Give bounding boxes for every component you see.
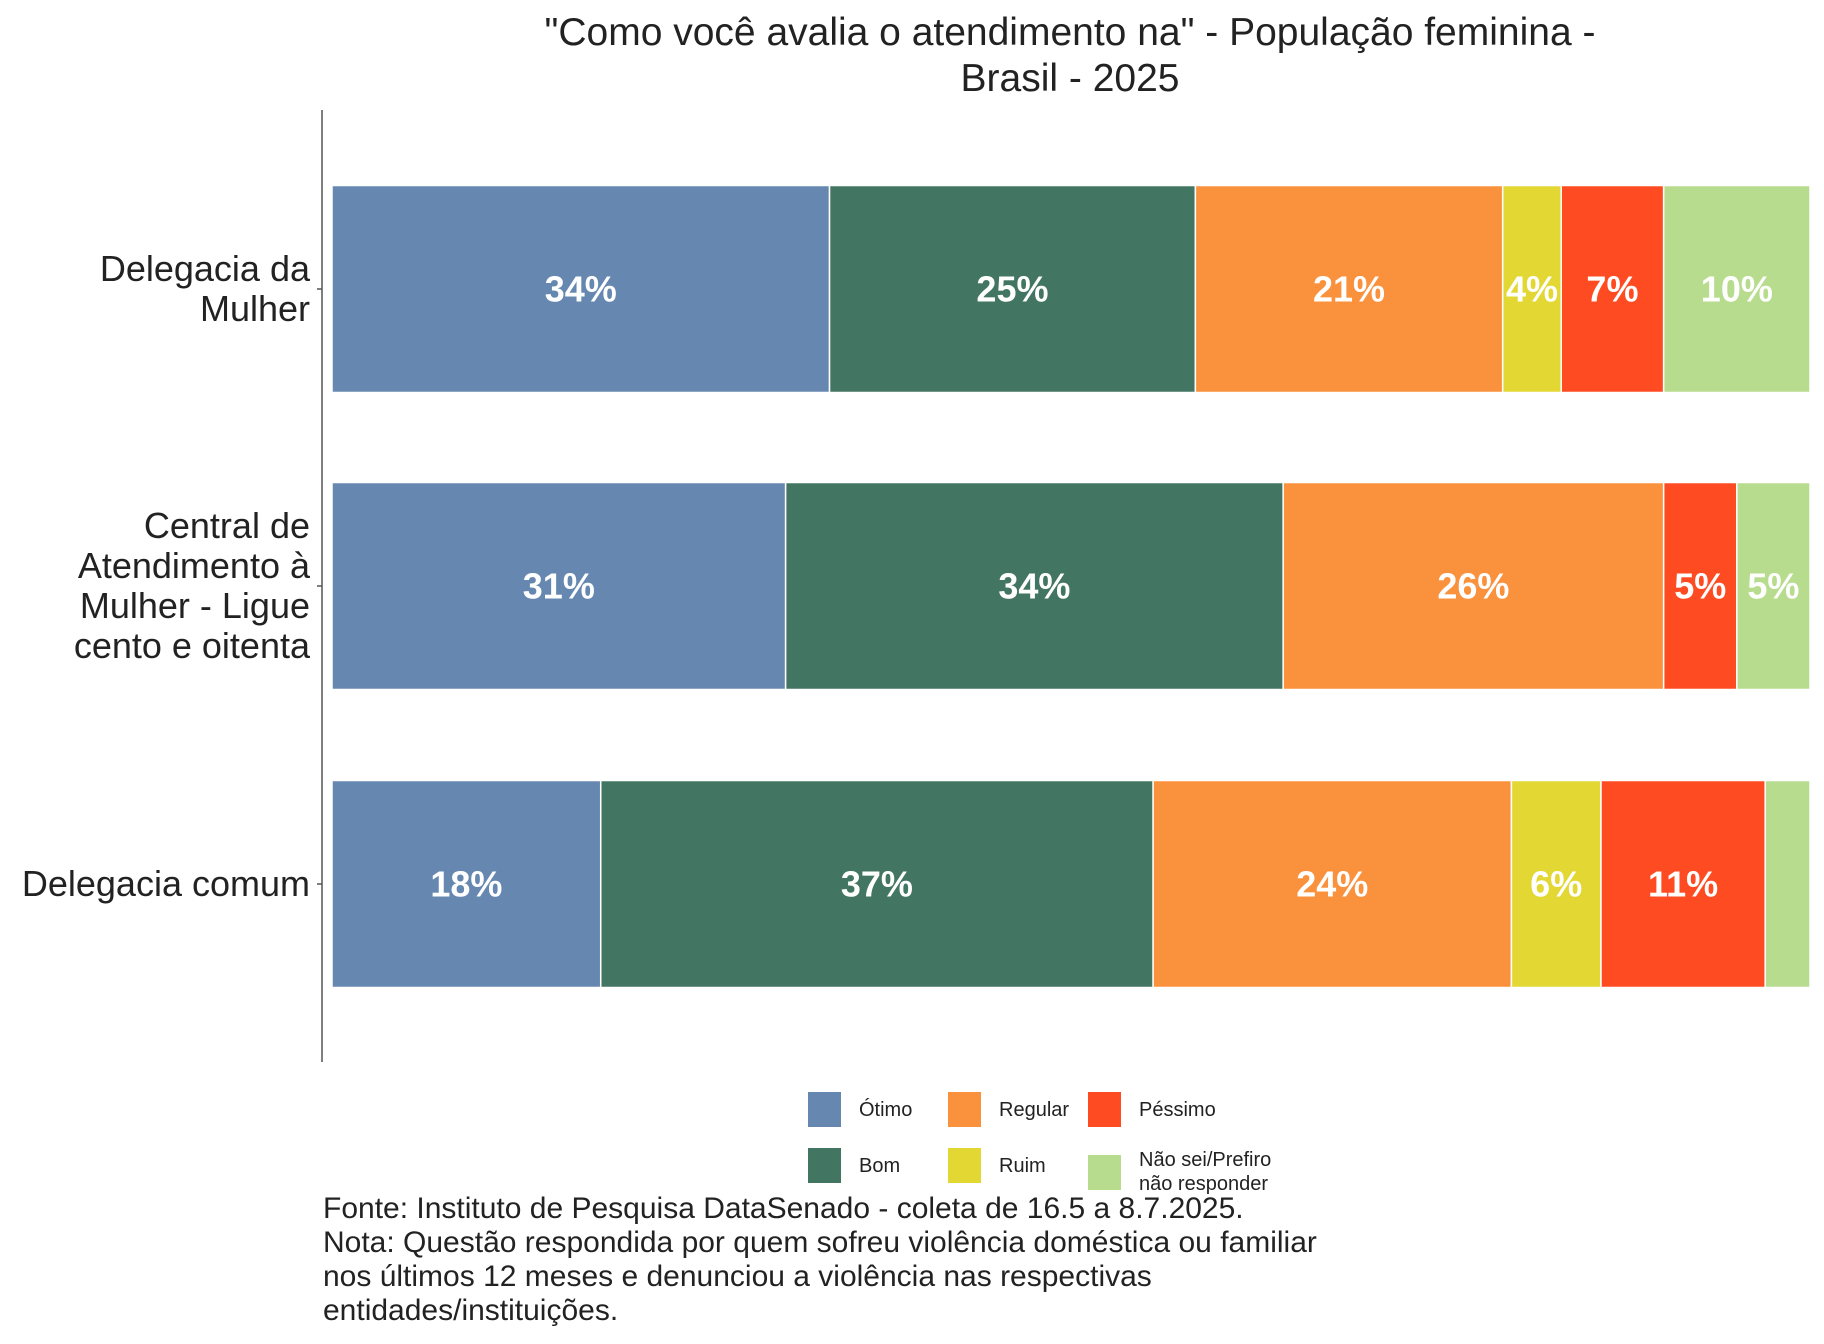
data-label: 34% [545, 269, 617, 310]
chart-title-line-2: Brasil - 2025 [960, 57, 1180, 100]
bar-segment [1282, 481, 1665, 691]
legend-swatch [1088, 1092, 1121, 1127]
category-label: Delegacia comum [22, 864, 310, 904]
data-label: 37% [841, 864, 913, 905]
data-label: 5% [1674, 566, 1726, 607]
category-label-line: Mulher - Ligue [79, 585, 310, 626]
bar-segment [331, 481, 787, 691]
data-label: 10% [1701, 269, 1773, 310]
bar-segment [1510, 779, 1602, 989]
category-label: Delegacia da Mulher [100, 249, 310, 329]
bar-segment [1194, 184, 1504, 394]
caption-line-2: Nota: Questão respondida por quem sofreu… [323, 1226, 1317, 1259]
data-label: 26% [1437, 566, 1509, 607]
caption-line-1: Fonte: Instituto de Pesquisa DataSenado … [323, 1192, 1244, 1225]
legend: Ótimo Bom Regular Ruim Péssimo Não sei/Prefir… [808, 1090, 1271, 1196]
legend-item: Péssimo [1088, 1092, 1216, 1127]
bar-segment [599, 779, 1154, 989]
plot-area: 34% 25% 21% 4% 7% 10% 31% 34% 26% 5% 5% 18% 37% 24% 6%… [317, 110, 1811, 1062]
data-label: 21% [1313, 269, 1385, 310]
bar-segment [331, 779, 602, 989]
category-label-line: Delegacia comum [21, 863, 310, 904]
bar-segment [331, 184, 831, 394]
category-label-line: Atendimento à [77, 545, 310, 586]
data-label: 18% [430, 864, 502, 905]
data-label: 5% [1747, 566, 1799, 607]
data-label: 7% [1586, 269, 1638, 310]
data-label: 31% [523, 566, 595, 607]
data-label: 4% [1506, 269, 1558, 310]
category-label-line: Central de [143, 505, 310, 546]
category-label: Central de Atendimento à Mulher - Ligue cen… [74, 506, 310, 666]
caption-line-4: entidades/instituições. [323, 1294, 619, 1327]
legend-item: Ruim [948, 1148, 1046, 1183]
bar-segment [1736, 481, 1811, 691]
legend-item: Regular [948, 1092, 1069, 1127]
legend-swatch [1088, 1154, 1121, 1190]
legend-swatch [808, 1092, 841, 1127]
data-label: 11% [1648, 864, 1718, 905]
bar-segment [1560, 184, 1665, 394]
legend-label: Bom [859, 1154, 901, 1177]
data-label: 34% [998, 566, 1070, 607]
legend-swatch [948, 1092, 981, 1127]
legend-swatch [948, 1148, 981, 1183]
bar-segment [784, 481, 1284, 691]
legend-item: Ótimo [808, 1092, 912, 1127]
bar-segment [1152, 779, 1513, 989]
bar-segment [1662, 184, 1811, 394]
bar-segment [1764, 779, 1811, 989]
chart-caption: Fonte: Instituto de Pesquisa DataSenado … [323, 1192, 1803, 1328]
data-label: 24% [1296, 864, 1368, 905]
legend-label: Ruim [999, 1154, 1046, 1177]
legend-item: Não sei/Prefiro não responder [1088, 1148, 1271, 1196]
category-label-line: cento e oitenta [73, 625, 310, 666]
category-label-line: Mulher [199, 288, 310, 329]
legend-label: Péssimo [1139, 1098, 1216, 1121]
chart-title: "Como você avalia o atendimento na" - Po… [320, 10, 1820, 102]
legend-label: Regular [999, 1098, 1070, 1121]
data-label: 25% [976, 269, 1048, 310]
data-label: 6% [1530, 864, 1582, 905]
category-label-line: Delegacia da [99, 248, 310, 289]
legend-item: Bom [808, 1148, 900, 1183]
caption-line-3: nos últimos 12 meses e denunciou a violê… [323, 1260, 1152, 1293]
legend-label: Não sei/Prefiro não responder [1139, 1149, 1272, 1195]
bar-segment [828, 184, 1197, 394]
bar-segment [1662, 481, 1738, 691]
legend-label: Ótimo [859, 1098, 913, 1121]
chart-title-line-1: "Como você avalia o atendimento na" - Po… [544, 11, 1596, 54]
legend-swatch [808, 1148, 841, 1183]
